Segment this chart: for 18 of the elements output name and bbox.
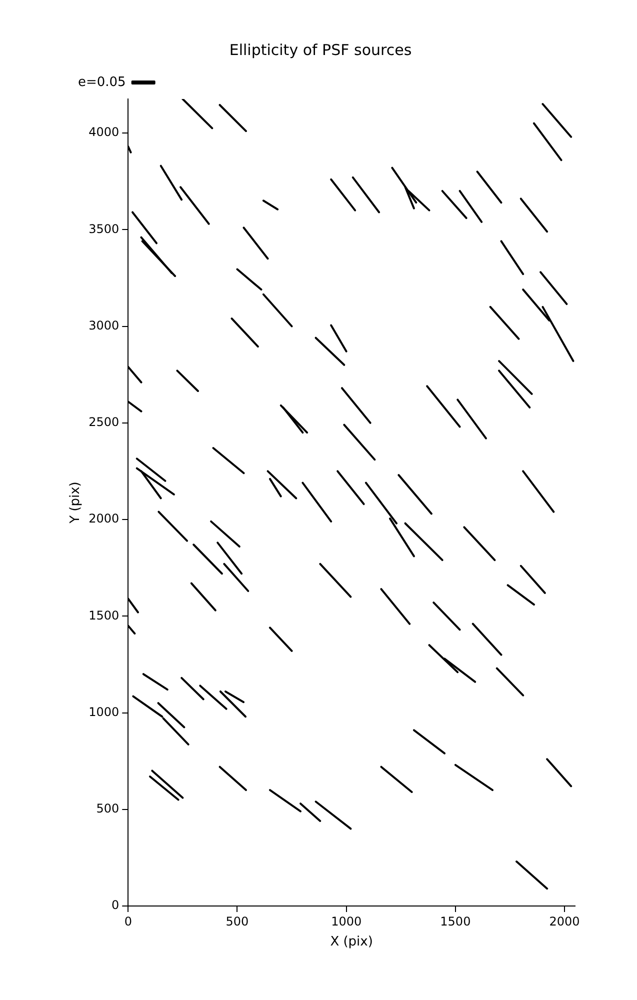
y-tick-label: 3000 [88, 318, 120, 332]
y-tick-label: 500 [96, 802, 120, 816]
y-tick-label: 2500 [88, 415, 120, 430]
chart-title: Ellipticity of PSF sources [229, 40, 412, 59]
y-tick-label: 4000 [88, 125, 120, 140]
x-tick-label: 0 [124, 914, 132, 928]
x-tick-label: 1500 [440, 914, 471, 928]
y-tick-label: 1000 [88, 704, 120, 719]
legend-label: e=0.05 [78, 74, 126, 90]
y-tick-label: 3500 [88, 222, 120, 236]
x-tick-label: 500 [226, 914, 249, 928]
y-axis-title: Y (pix) [68, 482, 84, 524]
x-axis-title: X (pix) [330, 934, 373, 950]
y-tick-label: 2000 [88, 512, 120, 526]
y-tick-label: 1500 [88, 608, 120, 622]
x-tick-label: 2000 [549, 914, 580, 928]
x-tick-label: 1000 [331, 914, 362, 928]
y-tick-label: 0 [112, 898, 120, 912]
